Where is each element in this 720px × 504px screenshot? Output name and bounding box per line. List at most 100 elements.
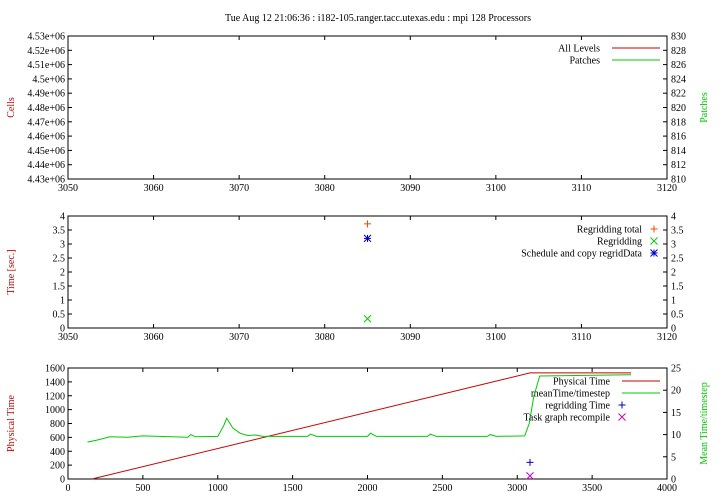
x-tick-label: 3000	[507, 483, 527, 494]
y2-tick-label: 822	[671, 89, 686, 100]
y2-tick-label: 812	[671, 160, 686, 171]
y2-tick-label: 828	[671, 46, 686, 57]
y2-axis-label: Mean Time/timestep	[699, 382, 710, 465]
x-tick-label: 3080	[315, 332, 335, 343]
y2-tick-label: 5	[671, 452, 676, 463]
y2-tick-label: 25	[671, 364, 681, 375]
y2-tick-label: 818	[671, 117, 686, 128]
series-line	[87, 374, 632, 443]
legend-label: Physical Time	[553, 377, 611, 388]
y2-tick-label: 830	[671, 32, 686, 43]
legend-label: Patches	[569, 56, 600, 67]
y2-tick-label: 810	[671, 175, 686, 186]
x-tick-label: 1000	[208, 483, 228, 494]
y-tick-label: 200	[50, 461, 65, 472]
x-tick-label: 3080	[315, 183, 335, 194]
data-point	[526, 472, 534, 480]
panel-3: 0 500 1000 1500 2000 2500 3000 3500 400002004006…	[6, 364, 710, 495]
legend-label: meanTime/timestep	[531, 389, 610, 400]
x-tick-label: 3070	[229, 332, 249, 343]
y-tick-label: 0	[60, 324, 65, 335]
panel-2: 3050 3060 3070 3080 3090 3100 3110 312000.511.5…	[6, 212, 684, 344]
y-tick-label: 4.53e+06	[27, 32, 65, 43]
data-point	[363, 314, 372, 323]
y-tick-label: 3.5	[53, 226, 66, 237]
y2-tick-label: 2.5	[671, 254, 684, 265]
data-point	[363, 234, 372, 243]
chart-title: Tue Aug 12 21:06:36 : i182-105.ranger.ta…	[225, 13, 531, 24]
x-tick-label: 2500	[432, 483, 452, 494]
y2-tick-label: 824	[671, 74, 686, 85]
y-tick-label: 0	[60, 475, 65, 486]
x-tick-label: 3110	[572, 332, 592, 343]
y-tick-label: 0.5	[53, 310, 66, 321]
y2-tick-label: 4	[671, 212, 676, 223]
legend-label: Regridding	[597, 237, 642, 248]
series-line	[91, 372, 632, 480]
y-tick-label: 1600	[45, 364, 65, 375]
x-tick-label: 3100	[486, 183, 506, 194]
y2-tick-label: 15	[671, 408, 681, 419]
legend-marker	[618, 413, 626, 421]
y2-tick-label: 1	[671, 296, 676, 307]
y-tick-label: 1	[60, 296, 65, 307]
y-tick-label: 4	[60, 212, 65, 223]
y2-tick-label: 3	[671, 240, 676, 251]
y-tick-label: 4.52e+06	[27, 46, 65, 57]
x-tick-label: 2000	[358, 483, 378, 494]
y-tick-label: 4.44e+06	[27, 160, 65, 171]
legend-label: regridding Time	[545, 401, 610, 412]
y2-tick-label: 0.5	[671, 310, 684, 321]
x-tick-label: 3120	[657, 183, 677, 194]
y2-tick-label: 814	[671, 146, 686, 157]
x-tick-label: 3050	[58, 183, 78, 194]
x-tick-label: 0	[66, 483, 71, 494]
x-tick-label: 500	[135, 483, 150, 494]
x-tick-label: 4000	[657, 483, 677, 494]
y-tick-label: 1000	[45, 405, 65, 416]
y-tick-label: 4.46e+06	[27, 132, 65, 143]
y2-tick-label: 10	[671, 430, 681, 441]
y2-tick-label: 20	[671, 386, 681, 397]
x-tick-label: 3060	[144, 332, 164, 343]
y-tick-label: 400	[50, 447, 65, 458]
y-axis-label: Cells	[6, 97, 17, 118]
y-tick-label: 1400	[45, 377, 65, 388]
legend-label: All Levels	[558, 44, 600, 55]
y2-tick-label: 826	[671, 60, 686, 71]
x-tick-label: 3100	[486, 332, 506, 343]
y-tick-label: 800	[50, 419, 65, 430]
y2-tick-label: 820	[671, 103, 686, 114]
y2-tick-label: 0	[671, 475, 676, 486]
y2-tick-label: 816	[671, 132, 686, 143]
y-tick-label: 4.5e+06	[32, 74, 65, 85]
y-tick-label: 4.43e+06	[27, 175, 65, 186]
y2-tick-label: 1.5	[671, 282, 684, 293]
y-tick-label: 3	[60, 240, 65, 251]
legend-label: Schedule and copy regridData	[521, 249, 642, 260]
x-tick-label: 3060	[144, 183, 164, 194]
y-tick-label: 2.5	[53, 254, 66, 265]
y-tick-label: 1200	[45, 391, 65, 402]
y-tick-label: 600	[50, 433, 65, 444]
x-tick-label: 3110	[572, 183, 592, 194]
y2-axis-label: Patches	[699, 92, 710, 123]
y-axis-label: Physical Time	[6, 394, 17, 452]
x-tick-label: 3070	[229, 183, 249, 194]
y-tick-label: 4.49e+06	[27, 89, 65, 100]
y-tick-label: 4.48e+06	[27, 103, 65, 114]
panel-1: 3050 3060 3070 3080 3090 3100 3110 3120 4.43e+06…	[6, 32, 710, 195]
legend-label: Task graph recompile	[524, 413, 611, 424]
y2-tick-label: 3.5	[671, 226, 684, 237]
legend-marker	[650, 249, 658, 257]
x-tick-label: 3090	[400, 183, 420, 194]
y-tick-label: 4.47e+06	[27, 117, 65, 128]
y2-tick-label: 2	[671, 268, 676, 279]
legend-label: Regridding total	[577, 225, 642, 236]
y2-tick-label: 0	[671, 324, 676, 335]
y-axis-label: Time [sec.]	[6, 249, 17, 294]
x-tick-label: 1500	[283, 483, 303, 494]
legend-marker	[650, 237, 658, 245]
x-tick-label: 3120	[657, 332, 677, 343]
